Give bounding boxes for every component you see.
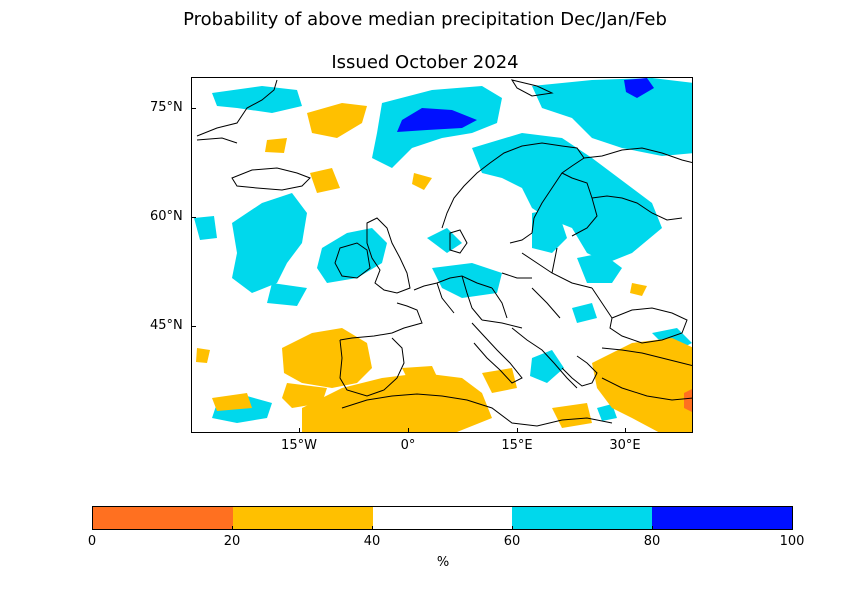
dry-area-madeira <box>196 348 210 363</box>
kola-coast <box>583 147 692 164</box>
dry-area-norway-coast <box>412 173 432 190</box>
lat-label-60n: 60°N <box>150 209 183 224</box>
wet-areas <box>194 78 692 423</box>
iberia-coast <box>339 337 405 397</box>
colorbar-tick-label: 60 <box>503 534 521 549</box>
wet-area-bay-of-biscay <box>267 283 307 306</box>
colorbar-bin-60-80 <box>512 507 653 529</box>
chart-subtitle: Issued October 2024 <box>331 52 519 73</box>
dry-areas <box>196 103 692 432</box>
wet-area-ireland <box>317 228 387 283</box>
black-sea-coast <box>609 307 688 344</box>
very-wet-area-barents <box>624 78 654 98</box>
colorbar <box>92 506 793 530</box>
wet-area-crete <box>597 404 617 421</box>
balkans-coast <box>511 327 578 389</box>
colorbar-tick-label: 80 <box>643 534 661 549</box>
greece-coast <box>561 355 598 387</box>
colorbar-tick-mark <box>92 526 93 530</box>
x-tick-mark <box>517 428 518 433</box>
europe-west-coast <box>339 275 493 341</box>
lon-label-30e: 30°E <box>609 438 641 453</box>
dry-area-faroes <box>265 138 287 153</box>
colorbar-tick-label: 20 <box>223 534 241 549</box>
denmark <box>449 229 468 254</box>
lat-label-45n: 45°N <box>150 318 183 333</box>
very-wet-areas <box>397 78 654 132</box>
y-tick-mark <box>191 326 196 327</box>
colorbar-tick-mark <box>512 526 513 530</box>
colorbar-bin-20-40 <box>232 507 373 529</box>
x-tick-mark <box>299 428 300 433</box>
dry-area-east-med <box>592 338 692 432</box>
ireland-coast <box>334 242 371 279</box>
greenland-coast <box>196 79 278 144</box>
chart-title: Probability of above median precipitatio… <box>183 9 667 30</box>
wet-area-atlantic-west <box>232 193 307 293</box>
dry-area-turkey-small <box>630 283 647 296</box>
dry-area-italy <box>482 368 517 393</box>
italy-coast <box>471 322 523 384</box>
wet-area-baltic <box>532 208 567 253</box>
wet-area-scandinavia <box>472 133 662 263</box>
wet-area-iceland-north <box>212 86 302 113</box>
colorbar-bin-80-100 <box>652 507 792 529</box>
colorbar-tick-mark <box>232 526 233 530</box>
precipitation-map <box>194 78 692 432</box>
lon-label-15w: 15°W <box>281 438 317 453</box>
dry-area-atlantic-north <box>307 103 367 138</box>
map-panel <box>191 77 693 433</box>
sweden-finland <box>509 172 683 244</box>
dry-area-canaries <box>212 393 252 411</box>
colorbar-bin-40-60 <box>372 507 513 529</box>
wet-area-balkans <box>572 303 597 323</box>
wet-area-greece <box>530 350 564 383</box>
wet-area-barents <box>532 78 692 156</box>
turkey-coast <box>601 347 692 401</box>
country-borders <box>436 247 613 329</box>
dry-area-west-med <box>402 366 440 388</box>
y-tick-mark <box>191 217 196 218</box>
wet-area-atlantic-small <box>194 216 217 240</box>
colorbar-tick-label: 0 <box>87 534 97 549</box>
dry-area-iberia <box>282 328 372 388</box>
coastlines <box>196 79 692 427</box>
north-africa-coast <box>341 393 613 427</box>
x-tick-mark <box>625 428 626 433</box>
colorbar-unit-label: % <box>436 555 450 570</box>
wet-area-east-europe <box>577 253 622 283</box>
colorbar-bin-0-20 <box>93 507 233 529</box>
dry-area-libya <box>552 403 592 428</box>
very-dry-areas <box>684 389 692 412</box>
dry-area-atlantic-mid <box>310 168 340 193</box>
dry-area-north-africa <box>302 373 492 432</box>
lat-label-75n: 75°N <box>150 100 183 115</box>
colorbar-tick-label: 40 <box>363 534 381 549</box>
colorbar-tick-mark <box>792 526 793 530</box>
norway-coast <box>441 142 585 234</box>
lon-label-15e: 15°E <box>501 438 533 453</box>
colorbar-tick-mark <box>372 526 373 530</box>
great-britain <box>366 217 411 294</box>
x-tick-mark <box>408 428 409 433</box>
wet-area-central-europe <box>432 263 502 298</box>
colorbar-tick-mark <box>652 526 653 530</box>
very-wet-area-norwegian-sea <box>397 108 477 132</box>
svalbard-coast <box>510 79 554 97</box>
very-dry-area-levant <box>684 389 692 412</box>
y-tick-mark <box>191 108 196 109</box>
wet-area-north-sea <box>427 228 462 253</box>
lon-label-0: 0° <box>400 438 416 453</box>
iceland-coast <box>231 167 311 191</box>
colorbar-tick-label: 100 <box>779 534 805 549</box>
